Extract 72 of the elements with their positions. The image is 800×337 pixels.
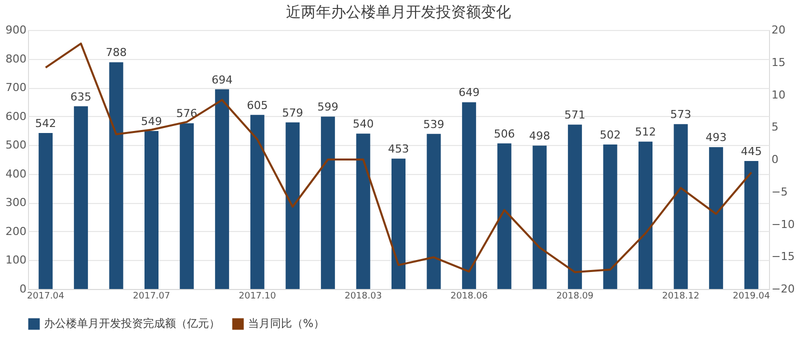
data-label: 539 [423,118,444,131]
x-tick-label: 2018.09 [556,292,594,302]
y2-tick-label: 20 [772,24,786,36]
y2-tick-label: 10 [772,88,786,102]
y-tick-label: 0 [20,282,26,296]
bar [603,144,618,289]
y-tick-label: 400 [6,167,26,180]
data-label: 599 [317,100,338,114]
x-tick-label: 2017.07 [132,292,170,302]
bar [462,102,476,289]
data-label: 649 [458,86,480,100]
data-label: 576 [176,107,198,120]
bar [674,124,688,289]
y2-tick-label: 0 [772,153,778,166]
data-label: 506 [494,127,515,140]
data-label: 573 [670,108,692,122]
data-label: 453 [388,142,409,156]
bar [744,160,758,289]
x-tick-label: 2018.12 [662,292,700,302]
bar [497,143,512,289]
y2-tick-label: −20 [772,282,795,296]
x-tick-label: 2018.03 [344,292,382,302]
bar [532,146,547,289]
legend-label: 当月同比（%） [248,317,324,330]
bar [709,147,724,289]
data-label: 493 [706,131,727,144]
y-tick-label: 100 [6,254,26,267]
data-label: 512 [635,126,656,139]
chart-title: 近两年办公楼单月开发投资额变化 [286,3,511,21]
bar [568,124,582,289]
data-label: 542 [35,117,56,130]
bar [38,133,53,289]
bar [215,89,230,289]
y-tick-label: 800 [6,52,26,66]
data-label: 498 [529,130,550,143]
y2-tick-label: −10 [772,218,795,231]
bar [392,158,406,289]
data-label: 579 [282,106,304,120]
y-tick-label: 900 [6,24,26,36]
data-label: 571 [564,108,586,122]
x-tick-label: 2017.10 [238,292,276,302]
y-tick-label: 700 [6,81,26,94]
y2-tick-label: 5 [772,120,778,134]
y-tick-label: 200 [6,224,26,238]
bar [144,131,158,289]
y2-tick-label: 15 [772,56,786,69]
data-label: 694 [212,73,233,86]
data-label: 540 [352,118,374,131]
y-tick-label: 300 [6,196,26,210]
x-tick-label: 2018.06 [450,292,488,302]
bar [638,142,652,289]
y-tick-label: 500 [6,138,26,152]
data-label: 605 [246,98,268,112]
bar [250,114,264,289]
bar [74,106,88,289]
bar [320,116,335,289]
y2-tick-label: −5 [772,185,788,198]
data-label: 549 [141,115,162,128]
bar [356,134,370,289]
x-tick-label: 2017.04 [27,292,65,302]
bar [426,134,441,289]
y-tick-label: 600 [6,110,26,123]
data-label: 635 [70,90,92,104]
y2-tick-label: −15 [772,250,795,264]
bar [180,123,194,289]
data-label: 502 [600,128,621,142]
x-tick-label: 2019.04 [732,292,770,302]
data-label: 445 [740,144,762,158]
data-label: 788 [106,46,127,60]
legend-label: 办公楼单月开发投资完成额（亿元） [44,317,220,330]
bar [286,122,300,289]
bar [109,62,124,289]
